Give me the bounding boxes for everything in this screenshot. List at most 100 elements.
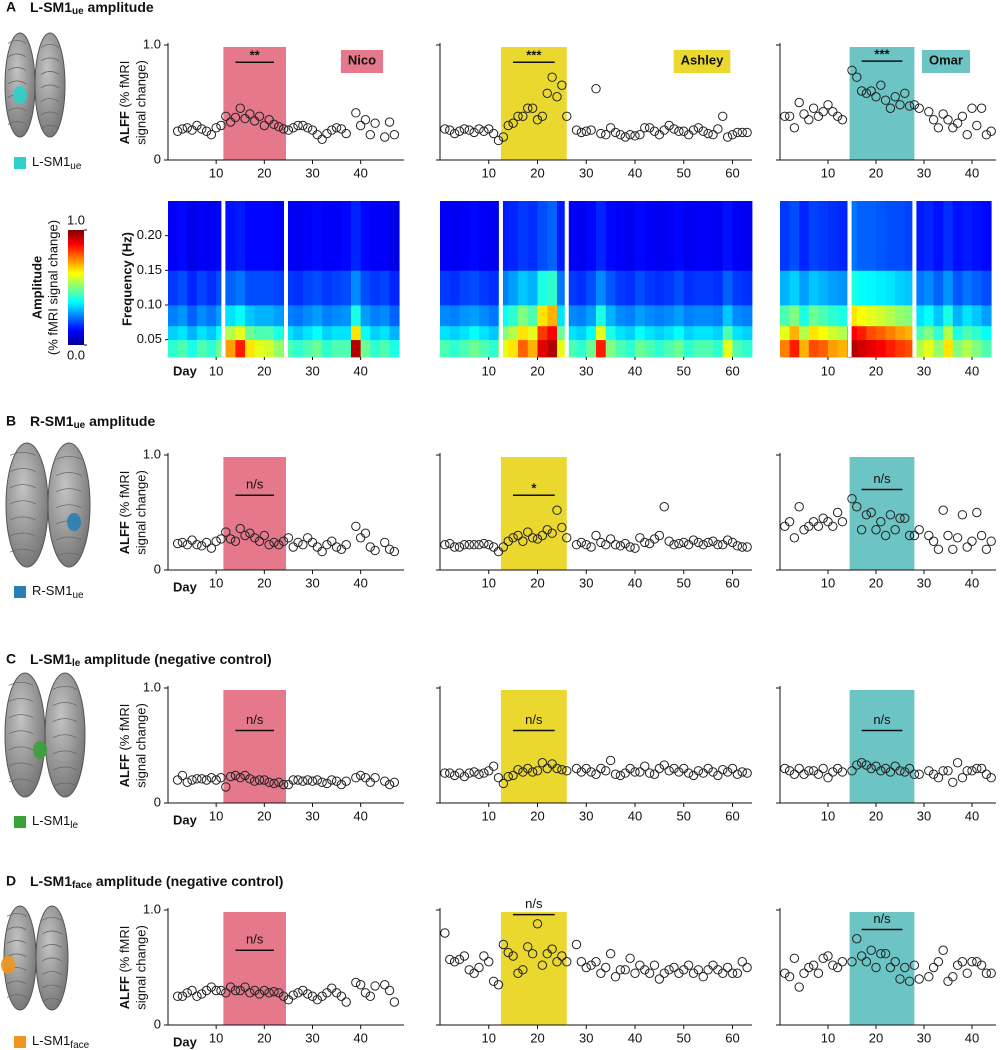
brain-hemisphere (4, 32, 36, 138)
data-point (732, 127, 743, 138)
data-point (562, 766, 572, 776)
heatmap-cell (780, 201, 790, 271)
heatmap-cell (952, 270, 963, 306)
heatmap-cell (527, 339, 538, 358)
data-point (732, 769, 743, 779)
heatmap-cell (799, 201, 810, 271)
data-point (957, 957, 968, 967)
heatmap-cell (196, 201, 207, 271)
panel-title-suffix: amplitude (85, 413, 155, 429)
heatmap-cell (225, 305, 236, 327)
heatmap-cell (933, 325, 944, 341)
heatmap-cell (351, 339, 362, 358)
heatmap-cell (177, 339, 188, 358)
region-label: R-SM1ue (32, 583, 84, 600)
heatmap-cell (828, 339, 838, 358)
heatmap-cell (293, 270, 304, 306)
heatmap-cell (664, 201, 675, 271)
data-point (182, 540, 192, 550)
data-point (532, 534, 543, 544)
data-point (201, 775, 212, 785)
region-label-main: L-SM1 (32, 1033, 70, 1048)
heatmap-cell (914, 325, 925, 341)
y-axis-label: Frequency (Hz) (119, 232, 134, 326)
subject-name-box (340, 50, 384, 73)
data-point (557, 951, 567, 961)
heatmap-cell (904, 201, 915, 271)
brain-sulcus (8, 746, 78, 755)
data-point (216, 534, 226, 544)
data-point (967, 957, 977, 967)
data-point (630, 543, 640, 553)
x-tick-label: 50 (677, 808, 691, 823)
heatmap-cell (586, 339, 597, 358)
data-point (307, 776, 318, 786)
heatmap-cell (254, 325, 265, 341)
panel-title-main: L-SM1 (30, 651, 72, 667)
heatmap-cell (331, 325, 342, 341)
data-point (201, 126, 212, 136)
heatmap-cell (312, 201, 323, 271)
y-axis-label-bold: ALFF (117, 521, 132, 554)
data-point (933, 544, 944, 554)
data-point (909, 530, 920, 541)
data-point (221, 111, 231, 122)
y-axis-label-bold: ALFF (117, 754, 132, 787)
colorbar-label: Amplitude (29, 256, 44, 320)
data-point (365, 777, 375, 787)
region-swatch (14, 1036, 26, 1048)
data-point (547, 528, 557, 538)
data-point (503, 120, 513, 131)
data-point (302, 775, 313, 785)
brain-sulcus (7, 80, 60, 89)
data-point (808, 103, 819, 113)
heatmap-cell (885, 201, 896, 271)
data-point (885, 103, 896, 113)
subject-name: Nico (348, 52, 376, 67)
data-point (235, 985, 245, 996)
heatmap-cell (479, 325, 490, 341)
data-point (832, 763, 843, 774)
data-point (586, 125, 596, 135)
heatmap-cell (962, 325, 973, 341)
data-point (718, 968, 728, 978)
data-point (861, 510, 872, 520)
data-point (928, 769, 939, 779)
heatmap-cell (635, 325, 646, 341)
x-tick-label: 40 (353, 808, 367, 823)
heatmap-cell (856, 305, 867, 327)
data-point (322, 540, 332, 550)
heatmap-cell (952, 305, 963, 327)
heatmap-cell (789, 339, 800, 358)
data-point (789, 769, 800, 779)
data-point (298, 985, 308, 996)
data-point (449, 128, 460, 139)
x-tick-label: 10 (482, 165, 496, 180)
heatmap-cell (360, 201, 371, 271)
heatmap-cell (780, 339, 790, 358)
heatmap-cell (933, 270, 944, 306)
heatmap-cell (459, 201, 470, 271)
data-point (630, 968, 640, 978)
x-tick-label: 10 (821, 1030, 835, 1045)
heatmap-cell (168, 339, 179, 358)
heatmap-cell (818, 325, 829, 341)
data-point (283, 533, 294, 543)
heatmap-cell (635, 339, 646, 358)
data-point (508, 118, 518, 128)
y-axis-label: ALFF (% fMRI (117, 471, 132, 555)
panel-title-sub: ue (72, 6, 84, 17)
heatmap-cell (245, 305, 256, 327)
heatmap-cell (895, 325, 906, 341)
x-tick-label: 60 (725, 165, 739, 180)
data-point (288, 123, 298, 133)
data-point (484, 957, 494, 967)
data-point (274, 988, 284, 998)
x-tick-label: 20 (869, 363, 883, 378)
training-period (849, 690, 915, 803)
data-point (581, 962, 591, 973)
data-point (708, 130, 718, 140)
data-point (933, 773, 944, 783)
heatmap-cell (283, 339, 294, 358)
heatmap-cell (469, 339, 480, 358)
